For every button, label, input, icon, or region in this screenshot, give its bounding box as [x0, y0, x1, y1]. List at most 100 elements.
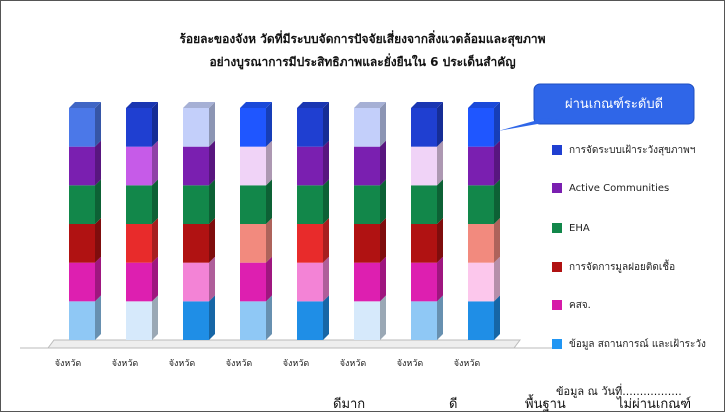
bar-top-face [411, 102, 443, 108]
bar-segment-side [437, 295, 443, 340]
bar-segment [411, 301, 437, 340]
chart-floor-surface [47, 339, 521, 349]
bar-segment-side [95, 102, 101, 147]
bar-segment [183, 146, 209, 186]
legend-label: ข้อมูล สถานการณ์ และเฝ้าระวัง [569, 338, 706, 350]
bar-segment [183, 301, 209, 340]
bar-segment [126, 185, 152, 224]
bar-segment-side [437, 179, 443, 224]
bar-top-face [183, 102, 215, 108]
bar-segment [69, 108, 95, 147]
bar-segment [297, 224, 323, 263]
chart-title-line-1: ร้อยละของจังห วัดที่มีระบบจัดการปัจจัยเส… [179, 32, 546, 46]
bar-segment [468, 185, 494, 224]
bar-segment-side [152, 256, 158, 302]
bar-segment-side [266, 218, 272, 263]
callout-bubble [533, 83, 695, 125]
bar-segment-side [494, 179, 500, 224]
legend-swatch [552, 262, 562, 272]
bottom-label-basic: พื้นฐาน [525, 397, 566, 412]
bar-segment-side [380, 295, 386, 340]
bar-segment [468, 224, 494, 263]
bar-segment [297, 185, 323, 224]
x-tick-label: จังหวัด [111, 359, 139, 369]
bottom-label-fail: ไม่ผ่านเกณฑ์ [617, 397, 692, 412]
bar-segment [240, 224, 266, 263]
legend-item-surveillance: การจัดระบบเฝ้าระวังสุขภาพฯ [552, 143, 695, 157]
bar-segment-side [323, 256, 329, 302]
bar-segment-side [323, 218, 329, 263]
bar-segment-side [494, 256, 500, 302]
bar-segment-side [152, 295, 158, 340]
bar-segment-side [95, 256, 101, 302]
bar-segment [126, 262, 152, 302]
legend-swatch [552, 339, 562, 349]
legend-swatch [552, 300, 562, 310]
bottom-label-very-good: ดีมาก [333, 397, 366, 412]
bars-group [69, 102, 500, 340]
bar-segment-side [266, 179, 272, 224]
bar-segment-side [323, 179, 329, 224]
x-tick-label: จังหวัด [54, 359, 82, 369]
bar-segment-side [380, 179, 386, 224]
bar-segment-side [152, 218, 158, 263]
x-tick-label: จังหวัด [339, 359, 367, 369]
bar-segment-side [266, 140, 272, 186]
bar-top-face [354, 102, 386, 108]
bar-segment [69, 185, 95, 224]
callout-label: ผ่านเกณฑ์ระดับดี [564, 97, 664, 112]
bar-segment-side [266, 295, 272, 340]
bar-segment-side [95, 218, 101, 263]
bar-segment [126, 224, 152, 263]
bar-segment-side [323, 102, 329, 147]
bar-segment-side [266, 256, 272, 302]
legend-item-khosoj: คสจ. [552, 298, 591, 312]
bar-segment-side [437, 140, 443, 186]
date-note: ข้อมูล ณ วันที่................. [556, 385, 682, 398]
bar-segment [240, 262, 266, 302]
bar-segment-side [323, 140, 329, 186]
bar-segment [468, 146, 494, 186]
bar-segment [297, 108, 323, 147]
bar-segment [240, 185, 266, 224]
bar-segment-side [152, 179, 158, 224]
bar-segment [183, 185, 209, 224]
legend-label: Active Communities [569, 182, 670, 194]
legend-item-situation-data: ข้อมูล สถานการณ์ และเฝ้าระวัง [552, 337, 706, 351]
legend-item-eha: EHA [552, 221, 590, 235]
bar-segment-side [152, 140, 158, 186]
bar-top-face [240, 102, 272, 108]
bar-segment [69, 262, 95, 302]
bar-segment-side [494, 295, 500, 340]
bar-segment [354, 301, 380, 340]
bar-segment [183, 224, 209, 263]
bar-segment [183, 108, 209, 147]
x-tick-label: จังหวัด [396, 359, 424, 369]
x-tick-label: จังหวัด [168, 359, 196, 369]
bar-segment-side [266, 102, 272, 147]
bar-segment-side [209, 218, 215, 263]
callout-shape [498, 83, 695, 131]
bar-segment [69, 224, 95, 263]
bar-segment [411, 146, 437, 186]
bar-segment [297, 146, 323, 186]
legend-label: คสจ. [569, 299, 591, 311]
bar-segment [69, 146, 95, 186]
bar-segment-side [209, 179, 215, 224]
bar-segment [468, 301, 494, 340]
chart-floor [20, 339, 552, 349]
bar-segment-side [437, 102, 443, 147]
legend-swatch [552, 223, 562, 233]
bar-segment-side [209, 256, 215, 302]
bar-segment-side [380, 256, 386, 302]
bar-segment-side [437, 256, 443, 302]
bar-segment-side [209, 140, 215, 186]
bar-segment [411, 108, 437, 147]
bar-segment [354, 262, 380, 302]
bar-segment [183, 262, 209, 302]
bar-segment-side [95, 295, 101, 340]
bar-segment [411, 224, 437, 263]
bar-segment [69, 301, 95, 340]
